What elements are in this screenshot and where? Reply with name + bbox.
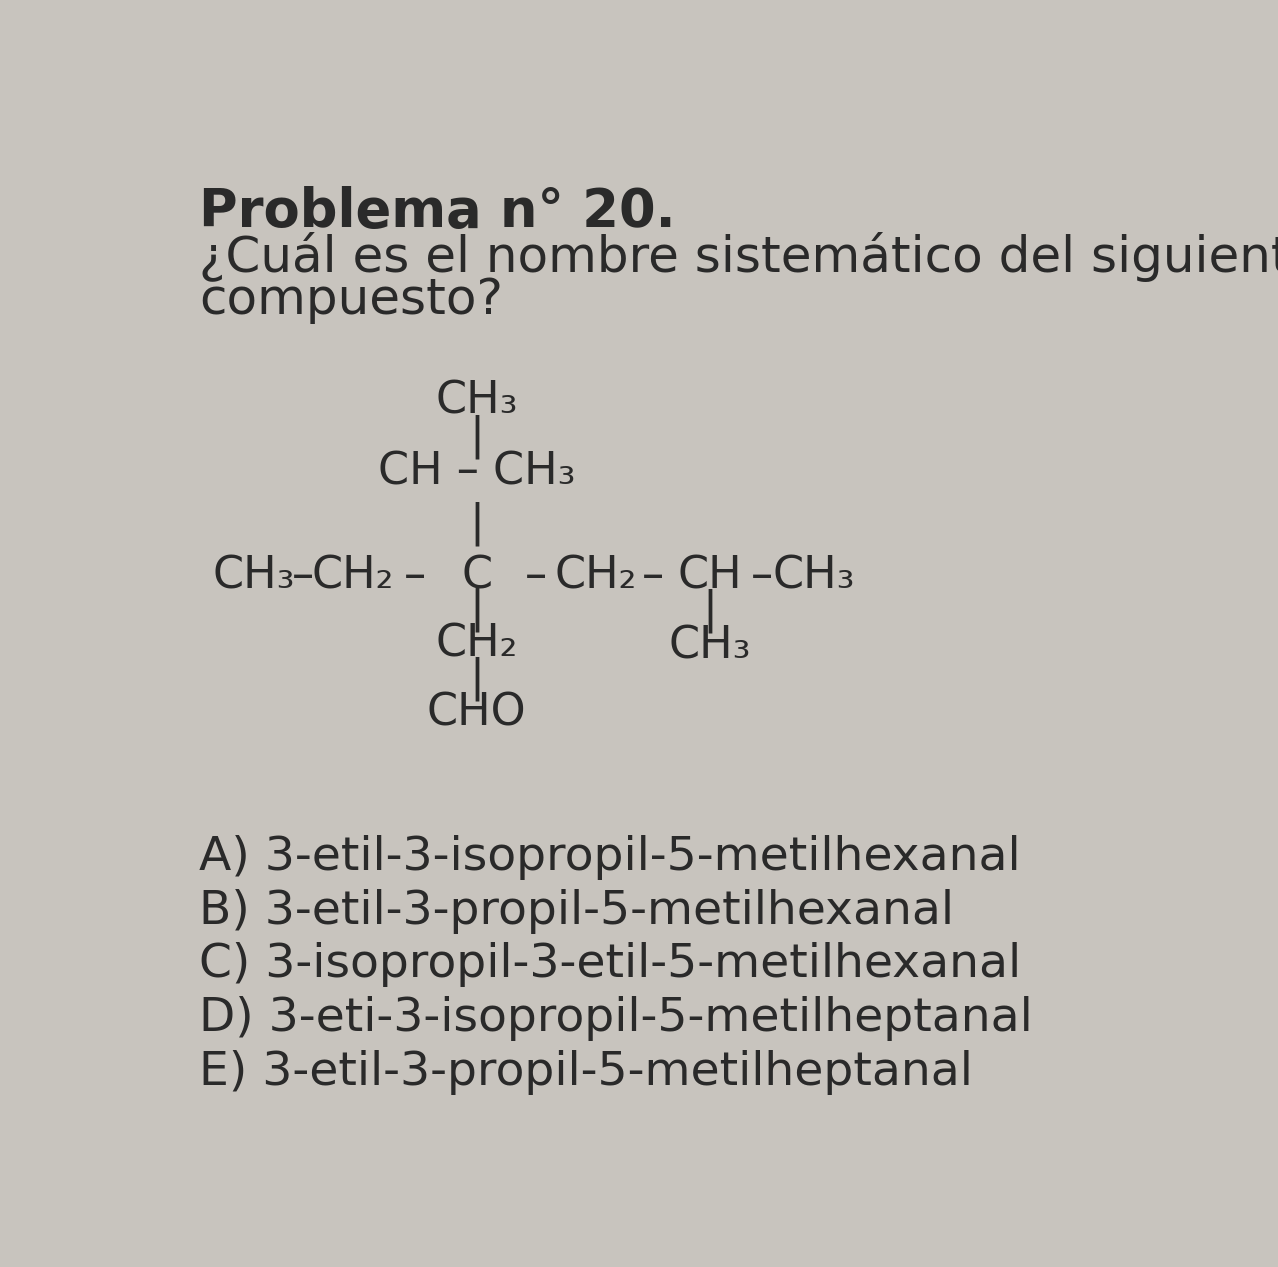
Text: E) 3-etil-3-propil-5-metilheptanal: E) 3-etil-3-propil-5-metilheptanal: [199, 1049, 974, 1095]
Text: A) 3-etil-3-isopropil-5-metilhexanal: A) 3-etil-3-isopropil-5-metilhexanal: [199, 835, 1021, 881]
Text: C: C: [461, 555, 492, 598]
Text: –: –: [293, 555, 314, 598]
Text: –: –: [750, 555, 772, 598]
Text: ¿Cuál es el nombre sistemático del siguiente: ¿Cuál es el nombre sistemático del sigui…: [199, 232, 1278, 283]
Text: C) 3-isopropil-3-etil-5-metilhexanal: C) 3-isopropil-3-etil-5-metilhexanal: [199, 943, 1021, 987]
Text: CH: CH: [677, 555, 741, 598]
Text: CH₃: CH₃: [668, 625, 750, 668]
Text: CH – CH₃: CH – CH₃: [378, 451, 575, 494]
Text: |: |: [469, 656, 484, 701]
Text: B) 3-etil-3-propil-5-metilhexanal: B) 3-etil-3-propil-5-metilhexanal: [199, 888, 955, 934]
Text: |: |: [469, 414, 484, 459]
Text: CH₃: CH₃: [212, 555, 295, 598]
Text: CHO: CHO: [427, 692, 527, 735]
Text: CH₂: CH₂: [312, 555, 394, 598]
Text: –: –: [642, 555, 663, 598]
Text: |: |: [469, 502, 484, 546]
Text: D) 3-eti-3-isopropil-5-metilheptanal: D) 3-eti-3-isopropil-5-metilheptanal: [199, 996, 1033, 1041]
Text: –: –: [525, 555, 547, 598]
Text: Problema n° 20.: Problema n° 20.: [199, 186, 676, 238]
Text: CH₃: CH₃: [772, 555, 855, 598]
Text: CH₃: CH₃: [436, 379, 518, 422]
Text: |: |: [702, 589, 717, 634]
Text: |: |: [469, 588, 484, 632]
Text: –: –: [404, 555, 426, 598]
Text: compuesto?: compuesto?: [199, 276, 504, 324]
Text: CH₂: CH₂: [436, 622, 518, 665]
Text: CH₂: CH₂: [555, 555, 636, 598]
